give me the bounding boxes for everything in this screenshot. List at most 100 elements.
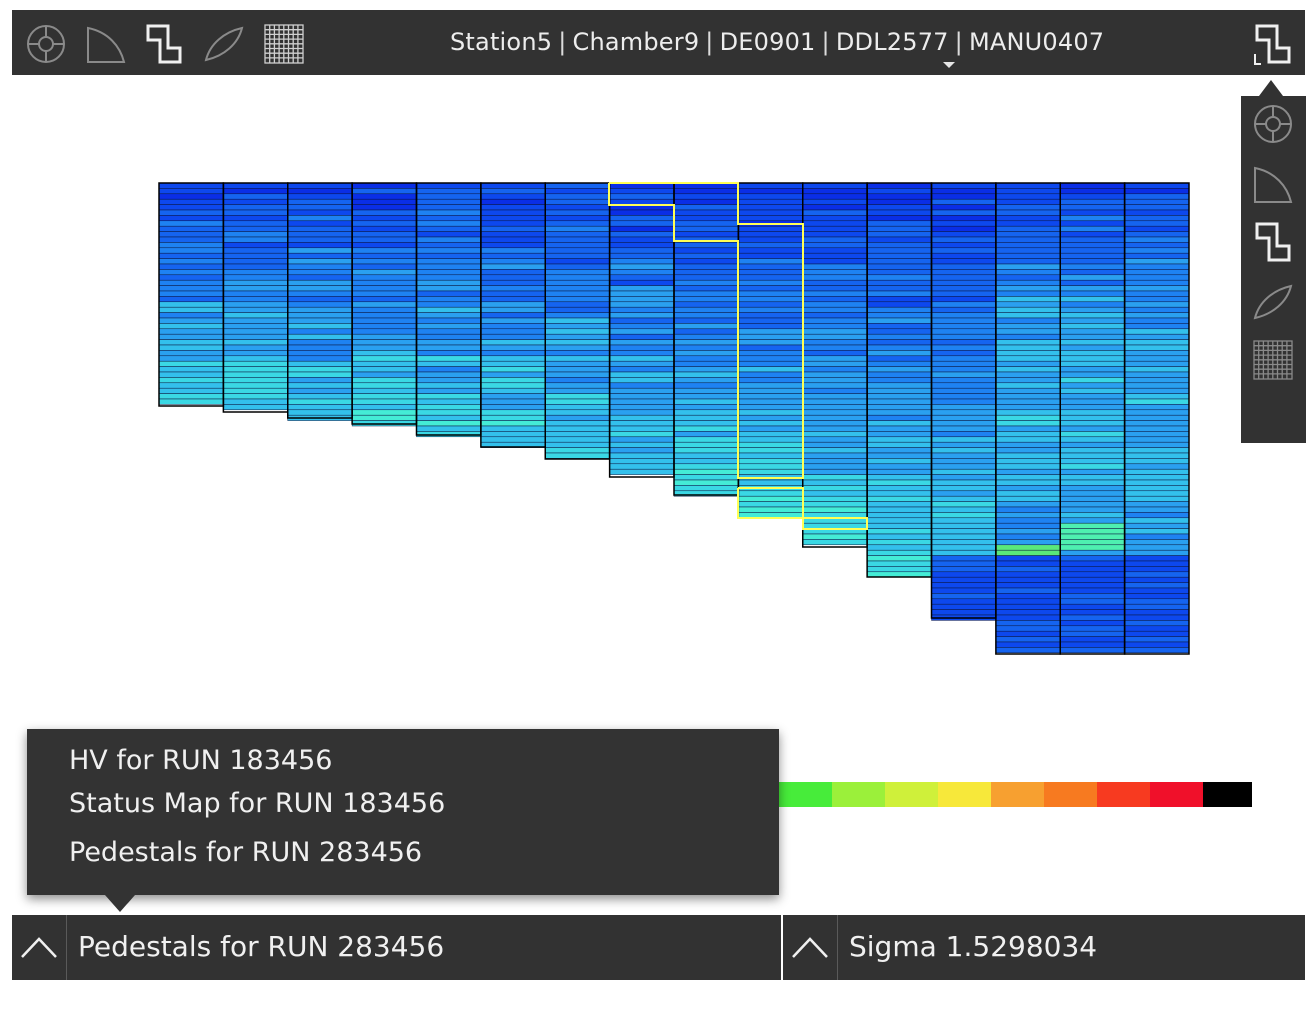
selected-manu-outline[interactable] [608, 182, 804, 479]
pad-cell[interactable] [738, 350, 803, 357]
pad-cell[interactable] [416, 409, 482, 416]
pad-cell[interactable] [545, 242, 610, 249]
pad-cell[interactable] [223, 279, 288, 286]
pad-cell[interactable] [995, 458, 1061, 465]
pad-cell[interactable] [673, 252, 739, 259]
pad-cell[interactable] [866, 549, 932, 556]
pad-cell[interactable] [931, 528, 997, 535]
pad-cell[interactable] [609, 188, 675, 195]
pad-cell[interactable] [416, 279, 482, 286]
pad-cell[interactable] [287, 333, 353, 340]
pad-cell[interactable] [802, 355, 868, 362]
pad-cell[interactable] [802, 263, 868, 270]
pad-cell[interactable] [866, 447, 932, 454]
pad-cell[interactable] [866, 198, 932, 205]
pad-cell[interactable] [866, 328, 932, 335]
pad-cell[interactable] [866, 209, 932, 216]
pad-cell[interactable] [1124, 387, 1190, 394]
pad-cell[interactable] [931, 452, 997, 459]
pad-cell[interactable] [1060, 625, 1125, 632]
pad-cell[interactable] [287, 323, 353, 330]
pad-cell[interactable] [866, 188, 932, 195]
pad-cell[interactable] [1060, 485, 1125, 492]
pad-cell[interactable] [802, 539, 868, 546]
pad-cell[interactable] [351, 252, 417, 259]
pad-cell[interactable] [609, 247, 675, 254]
pad-cell[interactable] [738, 182, 803, 189]
pad-cell[interactable] [1124, 506, 1190, 513]
pad-cell[interactable] [995, 447, 1061, 454]
pad-cell[interactable] [673, 188, 739, 195]
pad-cell[interactable] [416, 420, 482, 427]
pad-cell[interactable] [351, 360, 417, 367]
pad-cell[interactable] [1124, 566, 1190, 573]
pad-cell[interactable] [802, 387, 868, 394]
pad-cell[interactable] [351, 220, 417, 227]
pad-cell[interactable] [223, 193, 288, 200]
pad-cell[interactable] [802, 452, 868, 459]
pad-cell[interactable] [866, 490, 932, 497]
pad-cell[interactable] [416, 382, 482, 389]
pad-cell[interactable] [931, 560, 997, 567]
pad-cell[interactable] [287, 225, 353, 232]
pad-cell[interactable] [158, 231, 224, 238]
pad-cell[interactable] [995, 641, 1061, 648]
pad-cell[interactable] [480, 420, 546, 427]
pad-cell[interactable] [1124, 533, 1190, 540]
pad-cell[interactable] [480, 193, 546, 200]
pad-cell[interactable] [1060, 371, 1125, 378]
pad-cell[interactable] [287, 269, 353, 276]
pad-cell[interactable] [738, 290, 803, 297]
pad-cell[interactable] [416, 366, 482, 373]
pad-cell[interactable] [545, 328, 610, 335]
pad-cell[interactable] [673, 242, 739, 249]
pad-cell[interactable] [995, 474, 1061, 481]
pad-cell[interactable] [158, 220, 224, 227]
pad-cell[interactable] [673, 339, 739, 346]
pad-cell[interactable] [802, 512, 868, 519]
pad-cell[interactable] [673, 301, 739, 308]
pad-cell[interactable] [223, 220, 288, 227]
pad-cell[interactable] [802, 231, 868, 238]
pad-cell[interactable] [609, 350, 675, 357]
pad-cell[interactable] [1060, 463, 1125, 470]
pad-cell[interactable] [673, 355, 739, 362]
pad-cell[interactable] [802, 296, 868, 303]
pad-cell[interactable] [480, 247, 546, 254]
pad-cell[interactable] [931, 279, 997, 286]
pad-cell[interactable] [351, 414, 417, 421]
pad-cell[interactable] [931, 258, 997, 265]
pad-cell[interactable] [802, 377, 868, 384]
pad-cell[interactable] [931, 398, 997, 405]
pad-cell[interactable] [802, 398, 868, 405]
pad-cell[interactable] [416, 360, 482, 367]
pad-cell[interactable] [545, 382, 610, 389]
pad-cell[interactable] [738, 479, 803, 486]
pad-cell[interactable] [158, 198, 224, 205]
pad-cell[interactable] [609, 447, 675, 454]
pad-cell[interactable] [287, 296, 353, 303]
pad-cell[interactable] [866, 495, 932, 502]
pad-cell[interactable] [480, 215, 546, 222]
pad-cell[interactable] [480, 355, 546, 362]
pad-cell[interactable] [1060, 263, 1125, 270]
pad-cell[interactable] [995, 290, 1061, 297]
pad-cell[interactable] [416, 333, 482, 340]
pad-cell[interactable] [1124, 549, 1190, 556]
pad-cell[interactable] [609, 463, 675, 470]
pad-cell[interactable] [995, 344, 1061, 351]
pad-cell[interactable] [1060, 328, 1125, 335]
pad-cell[interactable] [738, 431, 803, 438]
pad-cell[interactable] [416, 225, 482, 232]
pad-cell[interactable] [351, 377, 417, 384]
pad-cell[interactable] [866, 420, 932, 427]
pad-cell[interactable] [802, 350, 868, 357]
pad-cell[interactable] [931, 533, 997, 540]
pad-cell[interactable] [287, 247, 353, 254]
pad-cell[interactable] [866, 204, 932, 211]
pad-cell[interactable] [931, 231, 997, 238]
pad-cell[interactable] [1124, 598, 1190, 605]
pad-cell[interactable] [287, 382, 353, 389]
pad-cell[interactable] [1124, 609, 1190, 616]
pad-cell[interactable] [223, 371, 288, 378]
